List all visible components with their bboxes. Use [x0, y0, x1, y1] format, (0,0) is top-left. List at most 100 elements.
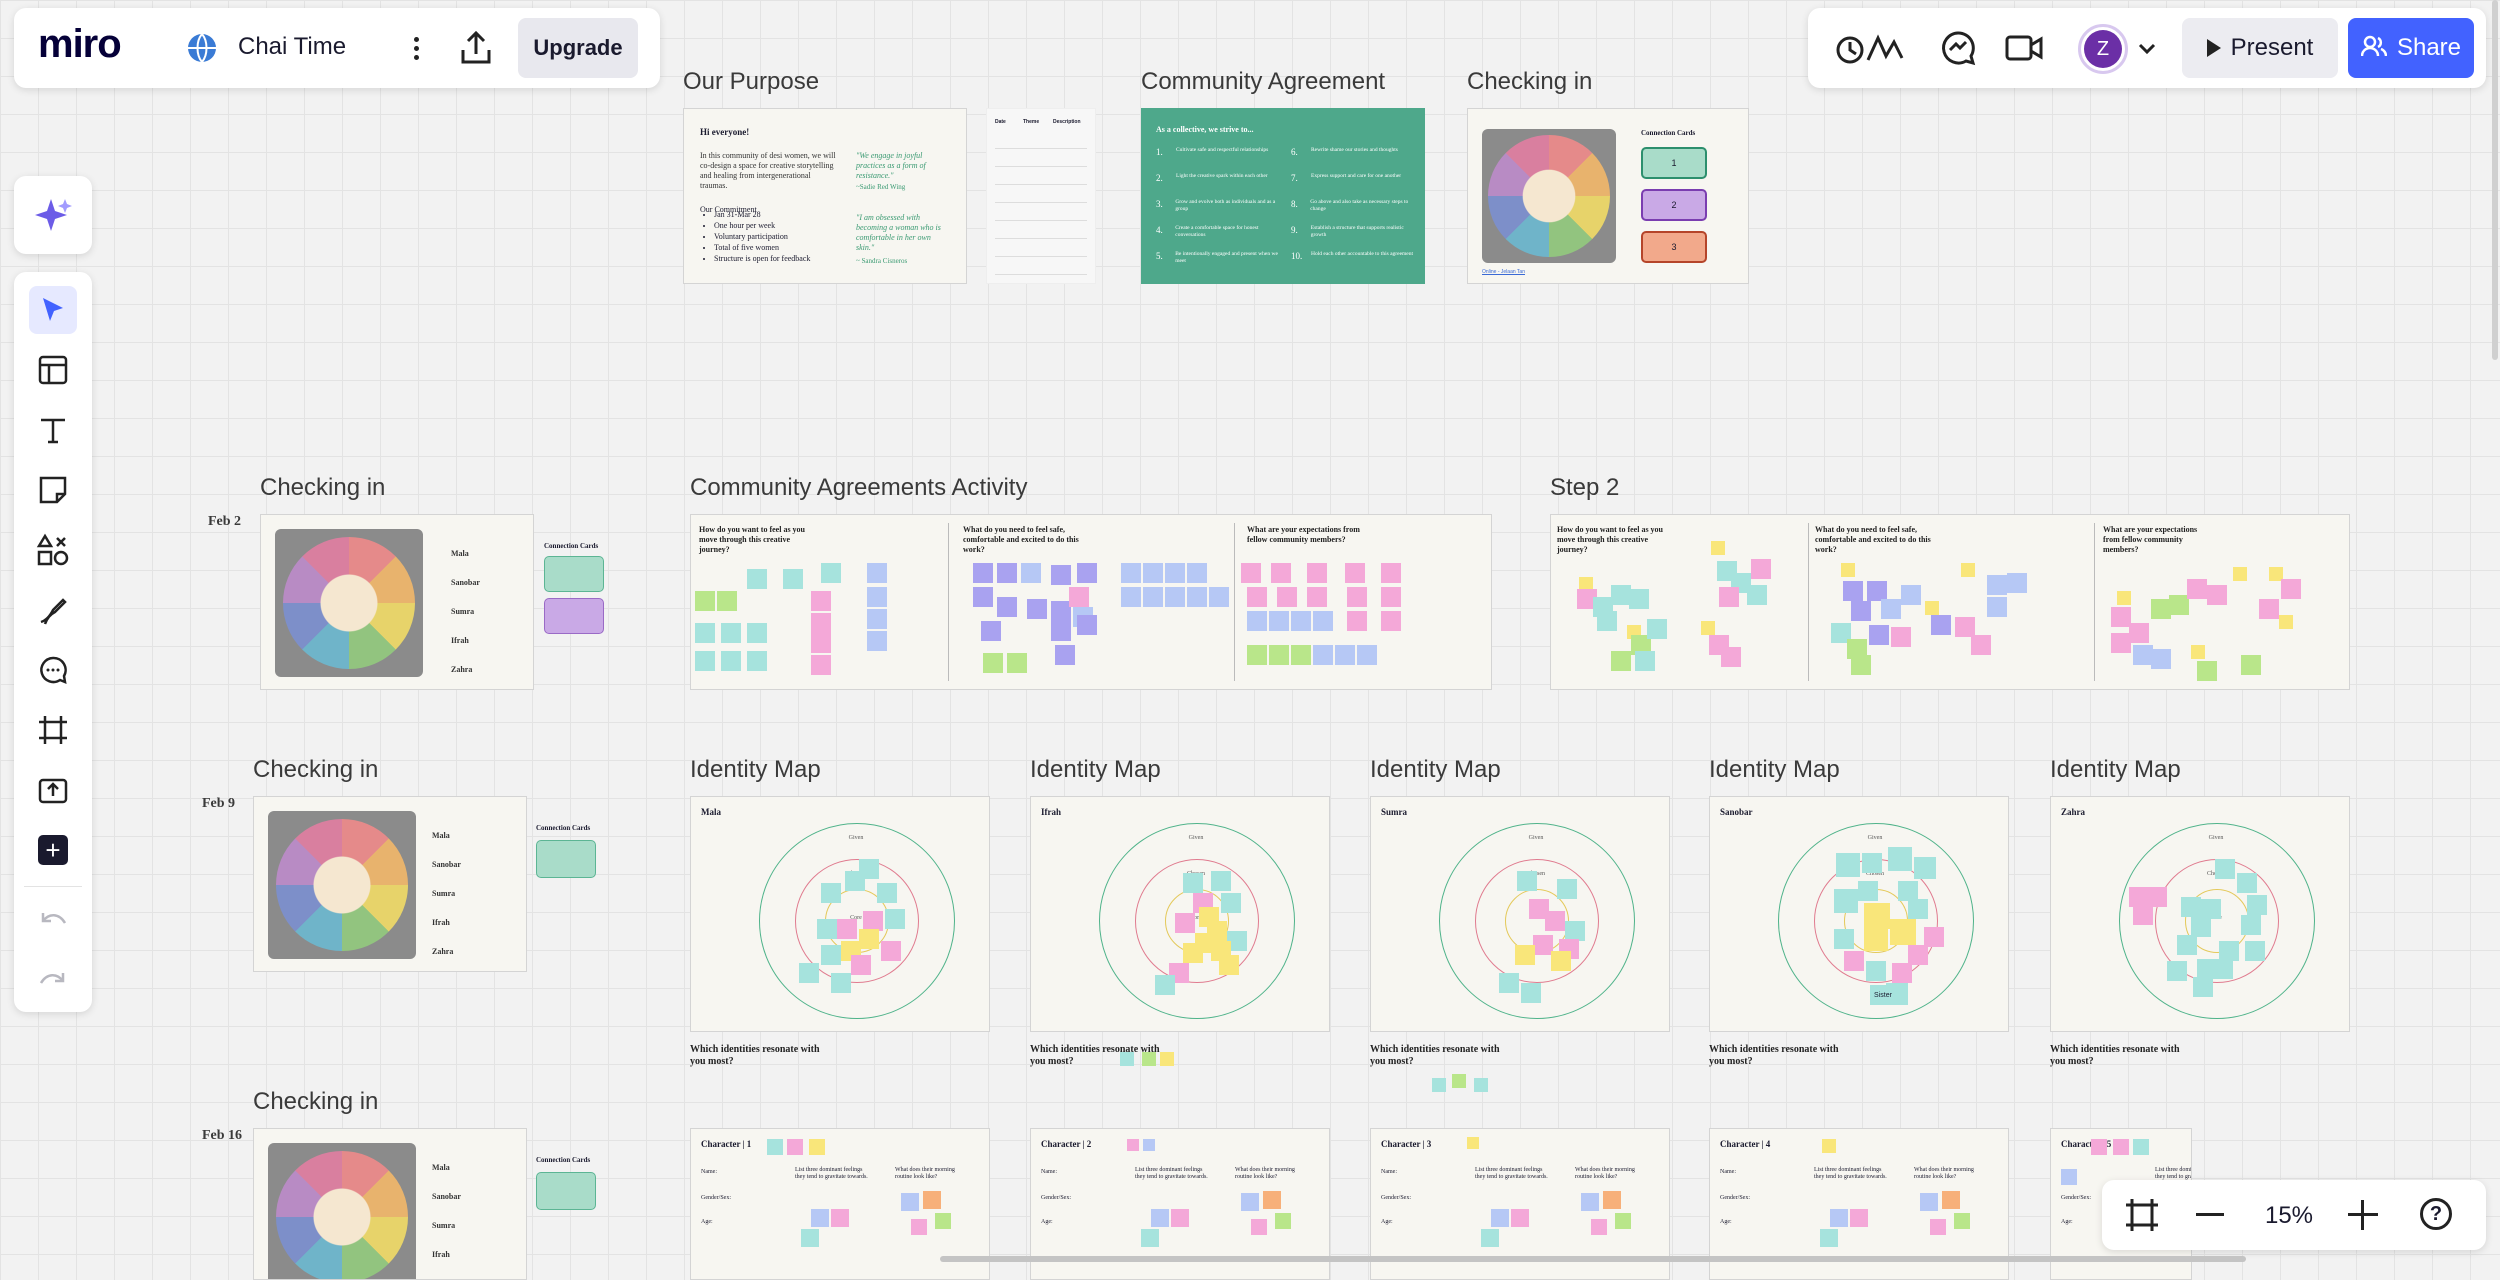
sticky-note[interactable]	[1635, 651, 1655, 671]
sticky-note[interactable]	[1908, 899, 1928, 919]
sticky-note[interactable]	[1898, 881, 1918, 901]
sticky-note[interactable]	[997, 563, 1017, 583]
sticky-note[interactable]	[1221, 893, 1241, 913]
sticky-note[interactable]	[2129, 623, 2149, 643]
sticky-note[interactable]	[1313, 645, 1333, 665]
sticky-note[interactable]	[1357, 645, 1377, 665]
sticky-note[interactable]	[2117, 591, 2131, 605]
sticky-note[interactable]	[1869, 625, 1889, 645]
comment-icon[interactable]	[29, 646, 77, 694]
sticky-note[interactable]	[1834, 929, 1854, 949]
frame-title-identity-map[interactable]: Identity Map	[690, 756, 821, 783]
sticky-note[interactable]	[2129, 887, 2149, 907]
sticky-note[interactable]	[783, 569, 803, 589]
sticky-note[interactable]	[2241, 655, 2261, 675]
board-name[interactable]: Chai Time	[238, 33, 347, 60]
sticky-note[interactable]	[831, 1209, 849, 1227]
sticky-note[interactable]	[901, 1193, 919, 1211]
upgrade-button[interactable]: Upgrade	[518, 18, 638, 78]
sticky-note[interactable]	[1142, 1052, 1156, 1066]
frame-checkin-feb2[interactable]: Mala Sanobar Sumra Ifrah Zahra	[260, 514, 534, 690]
sticky-note[interactable]	[867, 609, 887, 629]
frame-title-step2[interactable]: Step 2	[1550, 474, 1620, 501]
sticky-note[interactable]	[1263, 1191, 1281, 1209]
sticky-note[interactable]	[923, 1191, 941, 1209]
sticky-note[interactable]	[1834, 889, 1858, 913]
templates-icon[interactable]	[29, 346, 77, 394]
sticky-note[interactable]	[2147, 887, 2167, 907]
frame-title-community-agreement[interactable]: Community Agreement	[1141, 68, 1386, 95]
sticky-note[interactable]	[1121, 587, 1141, 607]
frame-checkin-feb9[interactable]: Mala Sanobar Sumra Ifrah Zahra	[253, 796, 527, 972]
sticky-note[interactable]	[1954, 1213, 1970, 1229]
ai-sparkle-icon[interactable]	[29, 191, 77, 239]
sticky-note[interactable]	[981, 621, 1001, 641]
sticky-note[interactable]	[863, 911, 883, 931]
sticky-note[interactable]	[1864, 903, 1890, 929]
sticky-note[interactable]	[2061, 1169, 2077, 1185]
sticky-note[interactable]	[1241, 563, 1261, 583]
sticky-note[interactable]	[1581, 1193, 1599, 1211]
sticky-note[interactable]	[801, 1229, 819, 1247]
sticky-note[interactable]	[747, 569, 767, 589]
sticky-note[interactable]	[1051, 601, 1071, 621]
frame-title-our-purpose[interactable]: Our Purpose	[683, 68, 820, 95]
shapes-icon[interactable]	[29, 526, 77, 574]
sticky-note[interactable]	[2111, 607, 2131, 627]
frame-character[interactable]: Character | 1 Name: Gender/Sex: Age: Lis…	[690, 1128, 990, 1280]
miro-logo[interactable]: miro	[38, 22, 122, 66]
sticky-note[interactable]	[1211, 871, 1231, 891]
sticky-note[interactable]	[877, 883, 897, 903]
sticky-note[interactable]	[1858, 881, 1878, 901]
sticky-note[interactable]	[2191, 917, 2211, 937]
sticky-note[interactable]	[1307, 587, 1327, 607]
sticky-note[interactable]	[1533, 935, 1553, 955]
frame-character[interactable]: Character | 2 Name: Gender/Sex: Age: Lis…	[1030, 1128, 1330, 1280]
sticky-note[interactable]	[859, 859, 879, 879]
sticky-note[interactable]	[1227, 931, 1247, 951]
sticky-note[interactable]	[1187, 587, 1207, 607]
sticky-note[interactable]	[2241, 915, 2261, 935]
sticky-note[interactable]	[1171, 1209, 1189, 1227]
sticky-note[interactable]	[1577, 589, 1597, 609]
sticky-note[interactable]	[1908, 945, 1928, 965]
present-button[interactable]: Present	[2182, 18, 2338, 78]
sticky-note[interactable]	[1155, 975, 1175, 995]
sticky-note[interactable]	[1467, 1137, 1479, 1149]
sticky-note[interactable]	[811, 591, 831, 611]
sticky-note[interactable]	[1247, 645, 1267, 665]
sticky-note[interactable]	[2167, 961, 2187, 981]
sticky-note[interactable]	[1143, 1139, 1155, 1151]
text-icon[interactable]	[29, 406, 77, 454]
sticky-note[interactable]	[2007, 573, 2027, 593]
sticky-note[interactable]	[1051, 621, 1071, 641]
sticky-note[interactable]	[2113, 1139, 2129, 1155]
sticky-note[interactable]	[1143, 587, 1163, 607]
sticky-note[interactable]	[1160, 1052, 1174, 1066]
frame-title-activity[interactable]: Community Agreements Activity	[690, 474, 1028, 501]
sticky-note[interactable]	[831, 973, 851, 993]
reactions-icon[interactable]	[1832, 26, 1908, 75]
sticky-note[interactable]	[1247, 611, 1267, 631]
sticky-note[interactable]	[973, 587, 993, 607]
sticky-note[interactable]	[2279, 615, 2293, 629]
sticky-note[interactable]	[1251, 1219, 1267, 1235]
sticky-note[interactable]	[867, 631, 887, 651]
sticky-note[interactable]	[1850, 1209, 1868, 1227]
sticky-note[interactable]	[1629, 589, 1649, 609]
sticky-note[interactable]	[1491, 1209, 1509, 1227]
frame-community-agreements-activity[interactable]: How do you want to feel as you move thro…	[690, 514, 1492, 690]
sticky-note[interactable]	[997, 597, 1017, 617]
sticky-note[interactable]	[1920, 1193, 1938, 1211]
sticky-note[interactable]	[2201, 899, 2221, 919]
sticky-note[interactable]	[1481, 1229, 1499, 1247]
sticky-note[interactable]	[767, 1139, 783, 1155]
frame-title-checkin-feb2[interactable]: Checking in	[260, 474, 386, 501]
sticky-note[interactable]	[1611, 585, 1631, 605]
sticky-note[interactable]	[1987, 575, 2007, 595]
fit-to-screen-icon[interactable]	[2124, 1197, 2160, 1238]
sticky-note-sister[interactable]: Sister	[1870, 985, 1896, 1005]
sticky-note[interactable]	[1499, 973, 1519, 993]
sticky-note[interactable]	[695, 591, 715, 611]
sticky-note[interactable]	[1291, 645, 1311, 665]
